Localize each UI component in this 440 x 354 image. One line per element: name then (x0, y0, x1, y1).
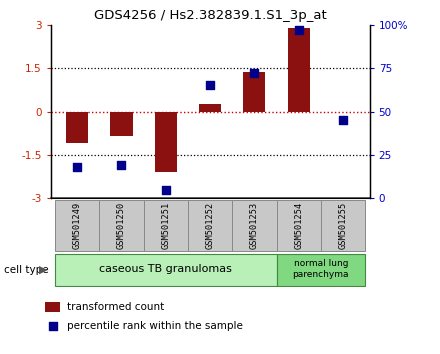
Text: caseous TB granulomas: caseous TB granulomas (99, 264, 232, 274)
Bar (188, 200, 232, 251)
Bar (288, 28, 310, 112)
Bar (45, 302, 60, 312)
Bar (55, 200, 99, 251)
Bar (110, 112, 132, 136)
Text: ▶: ▶ (39, 265, 48, 275)
Text: GSM501252: GSM501252 (205, 202, 215, 249)
Text: transformed count: transformed count (66, 302, 164, 312)
Bar (55, 254, 277, 286)
Bar (99, 200, 143, 251)
Bar (143, 200, 188, 251)
Point (118, 162, 125, 168)
Bar (199, 104, 221, 112)
Text: GSM501250: GSM501250 (117, 202, 126, 249)
Text: cell type: cell type (4, 265, 49, 275)
Bar (277, 200, 321, 251)
Point (207, 82, 214, 88)
Point (73, 164, 81, 170)
Bar (155, 112, 177, 172)
Text: normal lung
parenchyma: normal lung parenchyma (293, 259, 349, 279)
Bar (232, 200, 277, 251)
Text: GSM501253: GSM501253 (250, 202, 259, 249)
Title: GDS4256 / Hs2.382839.1.S1_3p_at: GDS4256 / Hs2.382839.1.S1_3p_at (94, 9, 326, 22)
Point (49, 323, 56, 329)
Point (251, 70, 258, 76)
Point (162, 187, 169, 193)
Bar (321, 200, 365, 251)
Bar (277, 254, 365, 286)
Bar (243, 73, 265, 112)
Text: GSM501254: GSM501254 (294, 202, 303, 249)
Point (340, 118, 347, 123)
Bar (66, 112, 88, 143)
Text: GSM501255: GSM501255 (338, 202, 348, 249)
Point (295, 27, 302, 33)
Text: percentile rank within the sample: percentile rank within the sample (66, 321, 242, 331)
Text: GSM501251: GSM501251 (161, 202, 170, 249)
Text: GSM501249: GSM501249 (73, 202, 82, 249)
